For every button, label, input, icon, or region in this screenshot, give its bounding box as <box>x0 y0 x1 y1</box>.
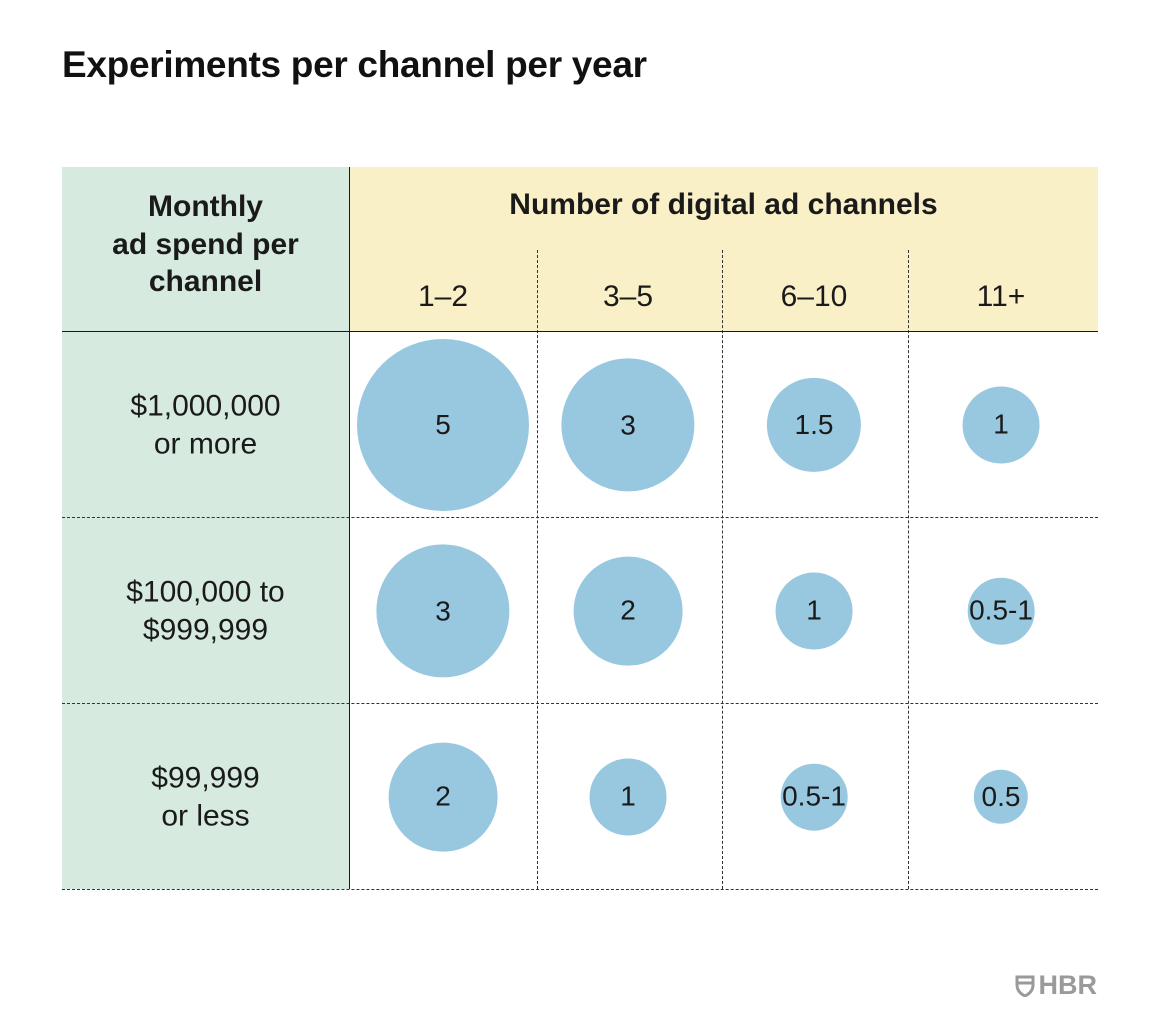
bubble-label: 5 <box>435 409 451 440</box>
bubble: 3 <box>561 358 695 492</box>
hbr-logo-text: HBR <box>1038 970 1098 1000</box>
chart-title: Experiments per channel per year <box>62 44 647 85</box>
bubble: 1.5 <box>766 377 862 473</box>
column-separator-line <box>722 250 723 889</box>
hbr-shield-icon <box>1015 975 1034 997</box>
column-label: 6–10 <box>780 280 848 313</box>
row-header-label: Monthly ad spend per channel <box>62 188 349 301</box>
row-header-line: channel <box>148 265 263 298</box>
bubble-label: 1 <box>806 595 822 626</box>
column-label: 1–2 <box>417 280 469 313</box>
row-label: $99,999 or less <box>62 760 349 835</box>
bubble-label: 3 <box>620 409 636 440</box>
column-separator-line <box>537 250 538 889</box>
row-label-line: $1,000,000 <box>130 389 281 423</box>
row-label: $100,000 to $999,999 <box>62 574 349 649</box>
column-label: 3–5 <box>602 280 654 313</box>
column-separator-line <box>908 250 909 889</box>
bubble: 0.5-1 <box>967 577 1035 645</box>
row-label-line: $100,000 to <box>126 575 285 609</box>
bubble: 1 <box>589 758 667 836</box>
row-label-line: $99,999 <box>151 761 260 795</box>
hbr-logo: HBR <box>1015 970 1098 1001</box>
row-separator-line <box>62 517 1098 518</box>
bubble: 5 <box>357 339 529 511</box>
row-label-line: or more <box>153 427 258 460</box>
row-separator-line <box>62 889 1098 890</box>
bubble-label: 1 <box>620 781 636 812</box>
bubble-label: 0.5-1 <box>782 780 846 812</box>
bubble-label: 1 <box>993 409 1009 440</box>
row-label: $1,000,000 or more <box>62 388 349 463</box>
bubble: 2 <box>388 742 498 852</box>
row-header-background <box>62 167 349 889</box>
header-divider-horizontal <box>62 331 1098 332</box>
row-separator-line <box>62 703 1098 704</box>
bubble-label: 1.5 <box>794 408 834 440</box>
column-header-background <box>349 167 1098 332</box>
bubble: 3 <box>376 544 510 678</box>
bubble: 0.5 <box>973 769 1029 825</box>
bubble-label: 0.5-1 <box>969 594 1033 626</box>
row-header-line: ad spend per <box>112 227 299 261</box>
bubble: 1 <box>962 386 1040 464</box>
bubble: 1 <box>775 572 853 650</box>
row-header-line: Monthly <box>148 190 263 223</box>
row-label-line: $999,999 <box>142 613 269 646</box>
header-divider-vertical <box>349 167 350 889</box>
bubble-label: 0.5 <box>981 780 1021 812</box>
bubble: 2 <box>573 556 683 666</box>
column-label: 11+ <box>976 280 1026 313</box>
column-group-label: Number of digital ad channels <box>509 188 938 221</box>
bubble-label: 2 <box>620 595 636 626</box>
bubble-label: 3 <box>435 595 451 626</box>
bubble-label: 2 <box>435 781 451 812</box>
row-label-line: or less <box>161 799 250 832</box>
bubble: 0.5-1 <box>780 763 848 831</box>
